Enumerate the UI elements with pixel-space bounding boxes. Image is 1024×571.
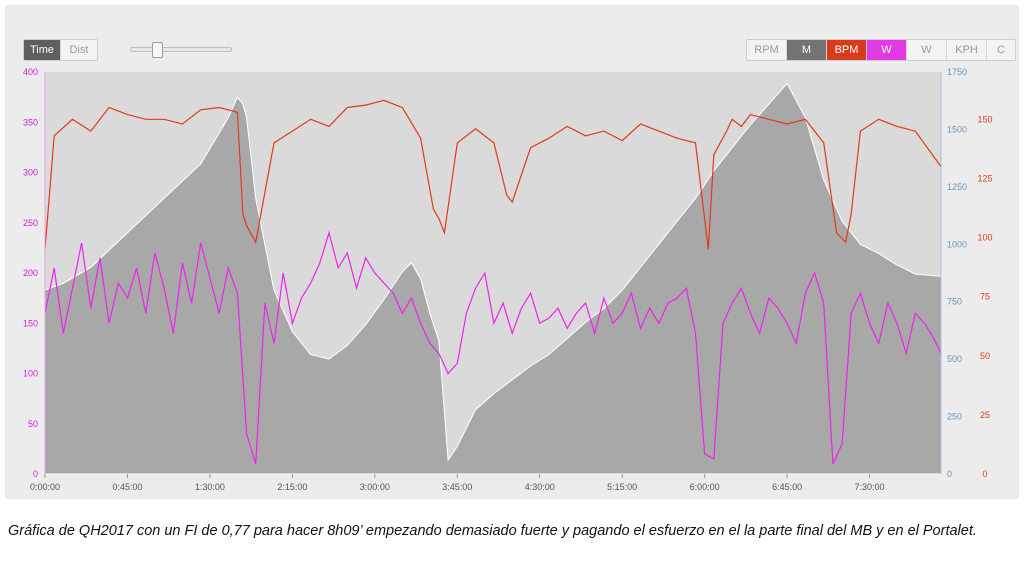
heart-rate-axis-tick-label: 150 [977,114,992,124]
left-axis-ticks: 0 50 100 150 200 250 300 350 400 [23,67,38,479]
elevation-axis-tick-label: 1250 [947,182,967,192]
heart-rate-axis-tick-label: 100 [977,233,992,243]
w-button-active[interactable]: W [867,40,907,60]
x-tick-label: 7:30:00 [855,482,885,492]
power-line [44,230,942,465]
elevation-axis-ticks: 0 250 500 750 1000 1250 1500 1750 [947,67,967,479]
metric-button-group: RPM M BPM W W KPH C [746,39,1016,61]
x-tick-label: 0:45:00 [112,482,142,492]
figure-caption: Gráfica de QH2017 con un FI de 0,77 para… [8,523,977,539]
elevation-axis-tick-label: 1750 [947,67,967,77]
left-axis-tick-label: 150 [23,318,38,328]
w-button[interactable]: W [907,40,947,60]
elevation-area [44,82,942,475]
heart-rate-axis-tick-label: 50 [980,351,990,361]
x-tick-label: 5:15:00 [607,482,637,492]
heart-rate-axis-tick-label: 75 [980,292,990,302]
kph-button[interactable]: KPH [947,40,987,60]
x-tick-label: 6:00:00 [690,482,720,492]
x-tick-label: 4:30:00 [525,482,555,492]
elevation-axis-tick-label: 1000 [947,239,967,249]
left-axis-tick-label: 0 [33,469,38,479]
left-axis-tick-label: 350 [23,117,38,127]
zoom-slider-track [130,47,232,52]
elevation-axis-tick-label: 250 [947,412,962,422]
heart-rate-line [44,99,942,250]
x-tick-label: 3:45:00 [442,482,472,492]
x-tick-label: 3:00:00 [360,482,390,492]
zoom-slider[interactable] [130,42,232,58]
x-mode-toggle: Time Dist [23,39,98,61]
x-tick-label: 2:15:00 [277,482,307,492]
zoom-slider-thumb[interactable] [152,42,163,58]
x-tick-label: 6:45:00 [772,482,802,492]
m-button[interactable]: M [787,40,827,60]
rpm-button[interactable]: RPM [747,40,787,60]
ride-chart: 0:00:00 0:45:00 1:30:00 2:15:00 3:00:00 3:45:… [23,67,993,492]
x-axis-ticks: 0:00:00 0:45:00 1:30:00 2:15:00 3:00:00 3:45:… [30,474,885,492]
heart-rate-axis-tick-label: 125 [977,173,992,183]
left-axis-tick-label: 400 [23,67,38,77]
left-axis-tick-label: 250 [23,218,38,228]
c-button[interactable]: C [987,40,1015,60]
heart-rate-axis-tick-label: 0 [982,469,987,479]
left-axis-tick-label: 100 [23,369,38,379]
bpm-button[interactable]: BPM [827,40,867,60]
elevation-axis-tick-label: 750 [947,297,962,307]
x-tick-label: 0:00:00 [30,482,60,492]
left-axis-tick-label: 200 [23,268,38,278]
time-toggle-button[interactable]: Time [24,40,61,60]
left-axis-tick-label: 300 [23,168,38,178]
dist-toggle-button[interactable]: Dist [61,40,97,60]
x-tick-label: 1:30:00 [195,482,225,492]
heart-rate-axis-ticks: 0 25 50 75 100 125 150 [977,114,992,479]
heart-rate-axis-tick-label: 25 [980,410,990,420]
elevation-axis-tick-label: 1500 [947,124,967,134]
elevation-axis-tick-label: 500 [947,354,962,364]
elevation-axis-tick-label: 0 [947,469,952,479]
left-axis-tick-label: 50 [28,419,38,429]
